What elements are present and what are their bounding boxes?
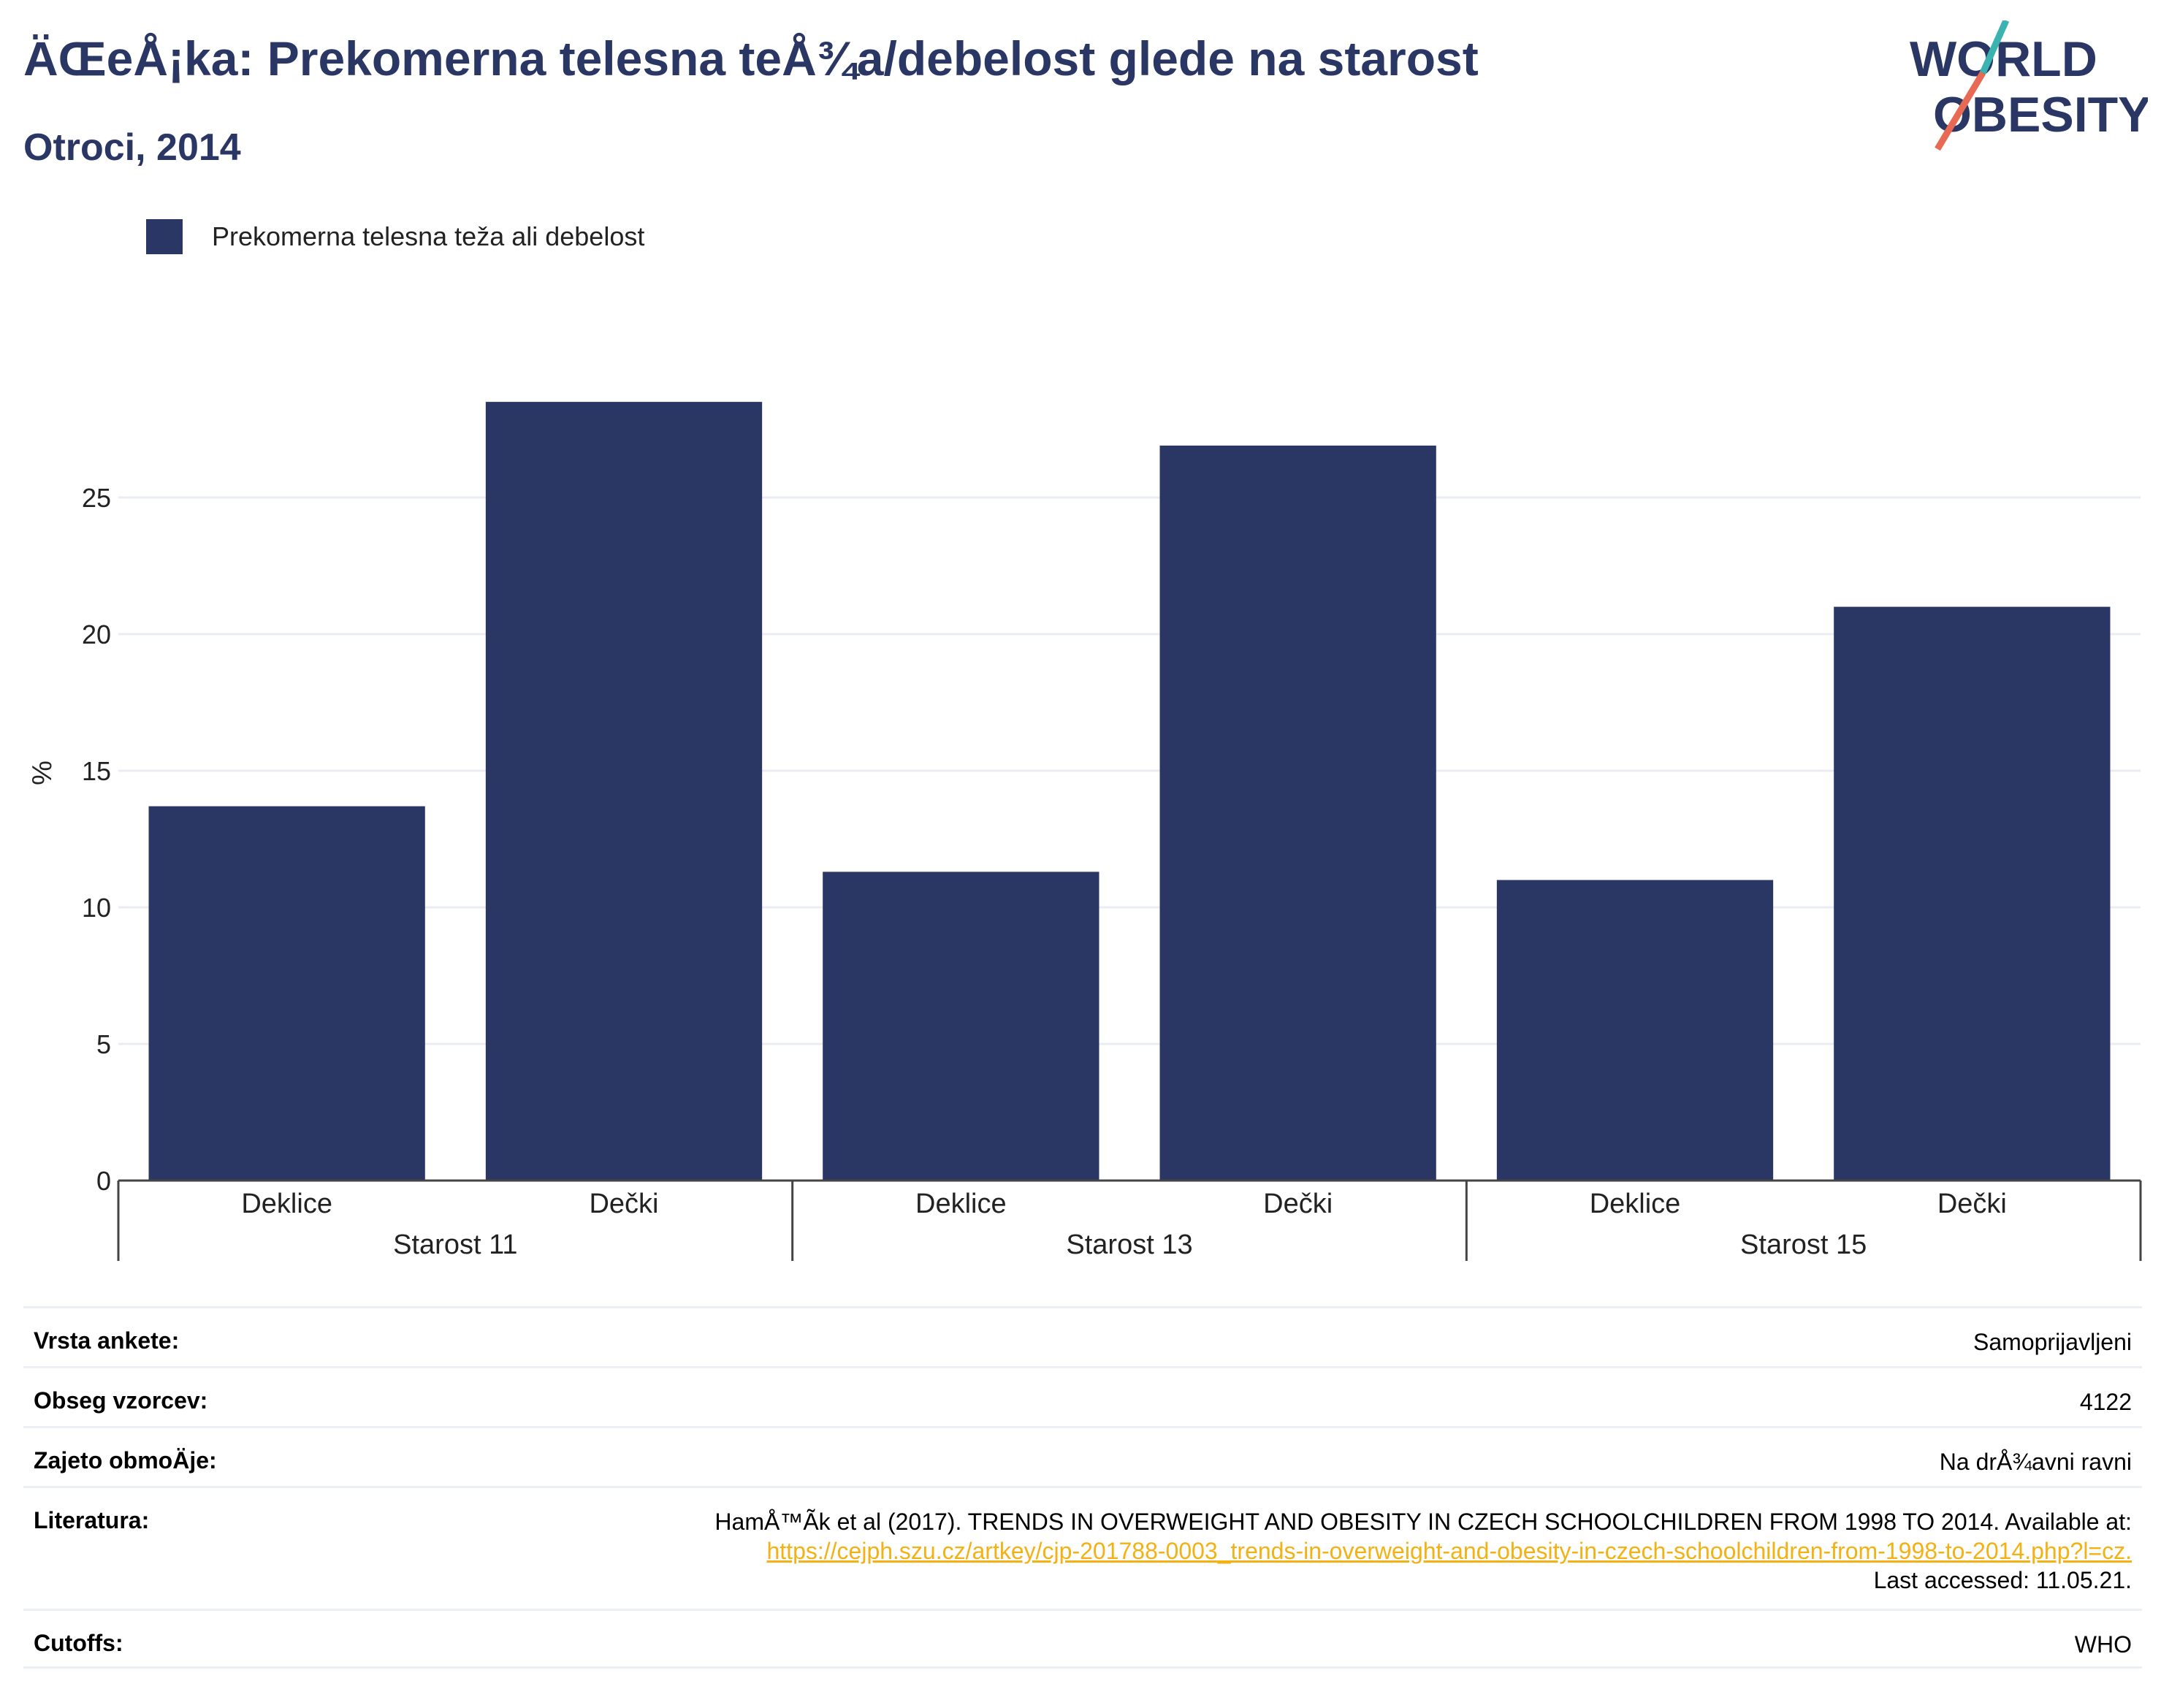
meta-row-survey-type: Vrsta ankete: Samoprijavljeni — [23, 1306, 2142, 1366]
logo-slash-teal — [1979, 20, 2010, 75]
bar — [1834, 606, 2111, 1181]
meta-key: Zajeto obmoÄje: — [34, 1447, 217, 1473]
y-tick-label: 15 — [82, 756, 111, 786]
logo-line1: WORLD — [1910, 31, 2097, 87]
y-tick-label: 10 — [82, 893, 111, 923]
y-tick-label: 25 — [82, 483, 111, 513]
y-axis-label: % — [27, 760, 58, 785]
axes — [117, 1179, 2142, 1261]
meta-value: Samoprijavljeni — [1973, 1329, 2132, 1355]
world-obesity-logo: WORLD OBESITY — [1910, 20, 2148, 151]
meta-key: Vrsta ankete: — [34, 1327, 180, 1354]
meta-row-literature: Literatura: HamÅ™Ã­k et al (2017). TREND… — [23, 1486, 2142, 1609]
meta-key: Literatura: — [34, 1507, 150, 1533]
x-group-label: Starost 13 — [1066, 1229, 1192, 1260]
legend-swatch — [146, 219, 183, 254]
bar — [485, 402, 763, 1181]
bar — [1159, 445, 1436, 1181]
bar — [823, 872, 1099, 1181]
legend-label: Prekomerna telesna teža ali debelost — [212, 221, 645, 251]
legend: Prekomerna telesna teža ali debelost — [146, 218, 644, 256]
logo-slash-coral — [1935, 71, 1986, 151]
literature-link[interactable]: https://cejph.szu.cz/artkey/cjp-201788-0… — [766, 1538, 2132, 1564]
x-group-label: Starost 15 — [1740, 1229, 1867, 1260]
y-tick-labels: 0 5 10 15 20 25 — [82, 483, 111, 1196]
y-tick-label: 20 — [82, 619, 111, 649]
page-title: ÄŒeÅ¡ka: Prekomerna telesna teÅ¾a/debelo… — [23, 31, 1479, 85]
page-subtitle: Otroci, 2014 — [23, 126, 241, 169]
y-tick-label: 0 — [96, 1166, 111, 1196]
literature-text: HamÅ™Ã­k et al (2017). TRENDS IN OVERWEI… — [714, 1509, 2132, 1535]
meta-value: WHO — [2074, 1631, 2132, 1658]
bar — [148, 806, 425, 1181]
meta-row-sample-size: Obseg vzorcev: 4122 — [23, 1366, 2142, 1426]
metadata-table: Vrsta ankete: Samoprijavljeni Obseg vzor… — [23, 1306, 2142, 1669]
meta-row-cutoffs: Cutoffs: WHO — [23, 1609, 2142, 1669]
x-category-label: Deklice — [915, 1189, 1007, 1219]
meta-value: 4122 — [2079, 1389, 2132, 1415]
gridlines — [118, 496, 2141, 1045]
bars — [148, 402, 2111, 1181]
y-tick-label: 5 — [96, 1029, 111, 1059]
literature-reference: HamÅ™Ã­k et al (2017). TRENDS IN OVERWEI… — [714, 1507, 2132, 1595]
meta-row-coverage: Zajeto obmoÄje: Na drÅ¾avni ravni — [23, 1426, 2142, 1486]
meta-value: Na drÅ¾avni ravni — [1939, 1449, 2132, 1475]
x-category-label: Dečki — [589, 1189, 658, 1219]
bar — [1496, 880, 1774, 1181]
x-group-label: Starost 11 — [393, 1229, 517, 1260]
x-category-label: Dečki — [1937, 1189, 2007, 1219]
literature-accessed: Last accessed: 11.05.21. — [1873, 1567, 2132, 1593]
x-category-label: Dečki — [1263, 1189, 1333, 1219]
meta-key: Cutoffs: — [34, 1630, 123, 1656]
x-category-label: Deklice — [1590, 1189, 1681, 1219]
x-tick-labels: Deklice Dečki Deklice Dečki Deklice Dečki Star… — [241, 1189, 2006, 1260]
meta-key: Obseg vzorcev: — [34, 1387, 208, 1414]
x-category-label: Deklice — [241, 1189, 332, 1219]
